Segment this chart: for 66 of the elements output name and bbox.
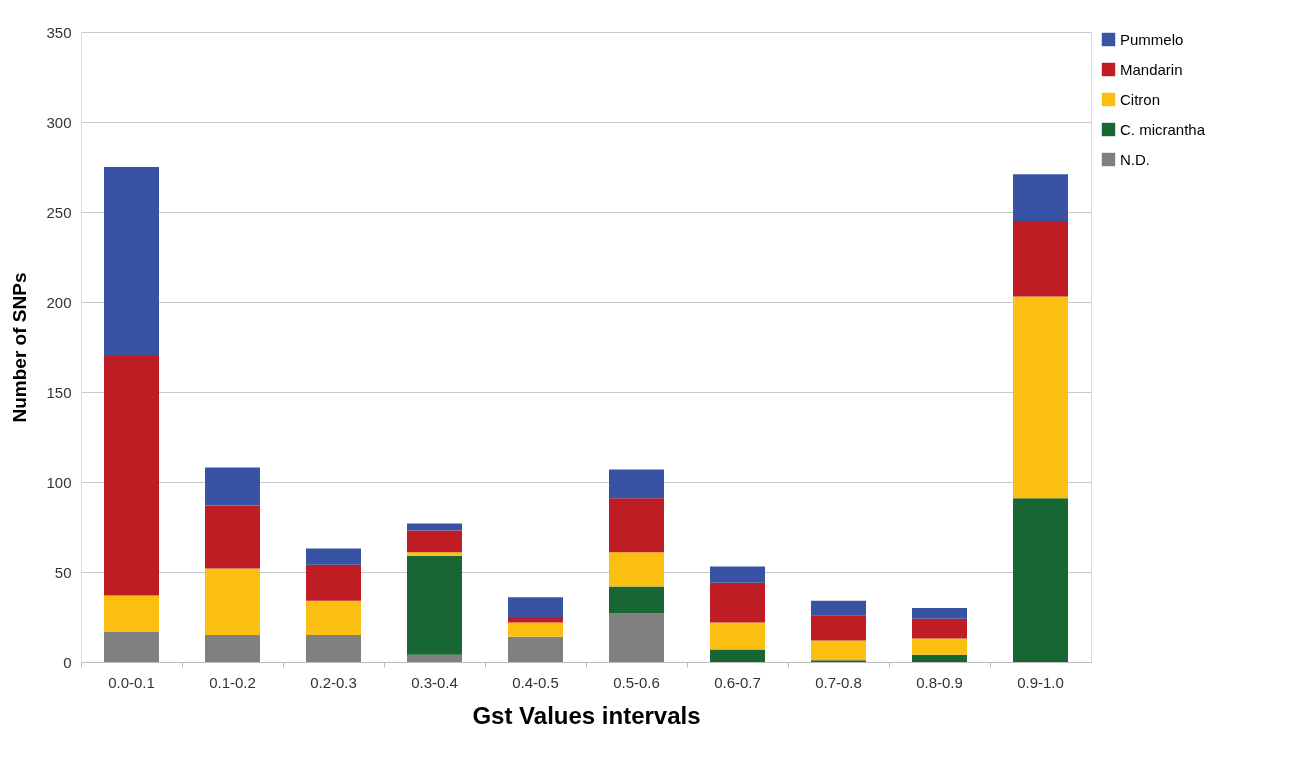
x-tick-label: 0.6-0.7 [714, 673, 761, 691]
bar [710, 649, 765, 662]
legend-label: N.D. [1120, 150, 1150, 168]
bar [508, 622, 563, 637]
bar [205, 467, 260, 506]
bar [1013, 296, 1068, 499]
bar [1013, 174, 1068, 221]
bar [205, 635, 260, 662]
legend-label: Pummelo [1120, 30, 1184, 48]
y-tick-label: 200 [46, 293, 72, 311]
y-tick-label: 300 [46, 113, 72, 131]
x-tick-label: 0.2-0.3 [310, 673, 357, 691]
legend-label: Citron [1120, 90, 1161, 108]
bar [407, 555, 462, 655]
bar [306, 564, 361, 601]
bar [912, 608, 967, 619]
x-tick-label: 0.7-0.8 [815, 673, 862, 691]
y-tick-label: 150 [46, 383, 72, 401]
bar [609, 498, 664, 553]
bar [811, 615, 866, 641]
bar [811, 600, 866, 616]
bar [609, 469, 664, 499]
bar [104, 595, 159, 632]
y-tick-label: 0 [63, 653, 72, 671]
bar [912, 618, 967, 639]
bar [205, 568, 260, 635]
bar [407, 654, 462, 662]
bar [104, 167, 159, 356]
bar [1013, 221, 1068, 297]
bar [1013, 498, 1068, 662]
bar [609, 613, 664, 662]
bar [609, 586, 664, 614]
bar [407, 523, 462, 531]
x-tick-label: 0.8-0.9 [916, 673, 963, 691]
bar [306, 600, 361, 635]
x-tick-label: 0.4-0.5 [512, 673, 559, 691]
bar [811, 640, 866, 661]
bar [205, 505, 260, 569]
bar [912, 654, 967, 662]
bar [306, 548, 361, 565]
bar [508, 617, 563, 623]
y-axis-title: Number of SNPs [9, 272, 31, 423]
y-tick-label: 350 [46, 23, 72, 41]
x-tick-label: 0.5-0.6 [613, 673, 660, 691]
x-axis-title: Gst Values intervals [472, 701, 701, 729]
x-tick-label: 0.0-0.1 [108, 673, 155, 691]
x-tick-label: 0.3-0.4 [411, 673, 458, 691]
bar [104, 631, 159, 662]
bar [710, 622, 765, 650]
bar [407, 530, 462, 553]
legend-label: Mandarin [1120, 60, 1183, 78]
bar [710, 582, 765, 623]
bar [508, 597, 563, 617]
bar [710, 566, 765, 583]
y-tick-label: 50 [54, 563, 72, 581]
bar [609, 552, 664, 587]
x-tick-label: 0.9-1.0 [1017, 673, 1064, 691]
y-tick-label: 250 [46, 203, 72, 221]
legend-label: C. micrantha [1120, 120, 1206, 138]
y-tick-label: 100 [46, 473, 72, 491]
bar [306, 635, 361, 662]
x-tick-label: 0.1-0.2 [209, 673, 256, 691]
bar [104, 356, 159, 596]
bar [912, 638, 967, 655]
bar [508, 636, 563, 662]
bar [407, 552, 462, 556]
